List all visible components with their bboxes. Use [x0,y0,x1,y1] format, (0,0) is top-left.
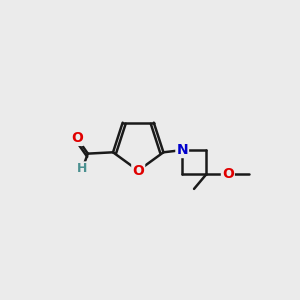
Text: H: H [77,162,88,175]
Text: O: O [222,167,234,181]
Text: N: N [176,143,188,157]
Text: O: O [132,164,144,178]
Text: O: O [71,131,83,145]
